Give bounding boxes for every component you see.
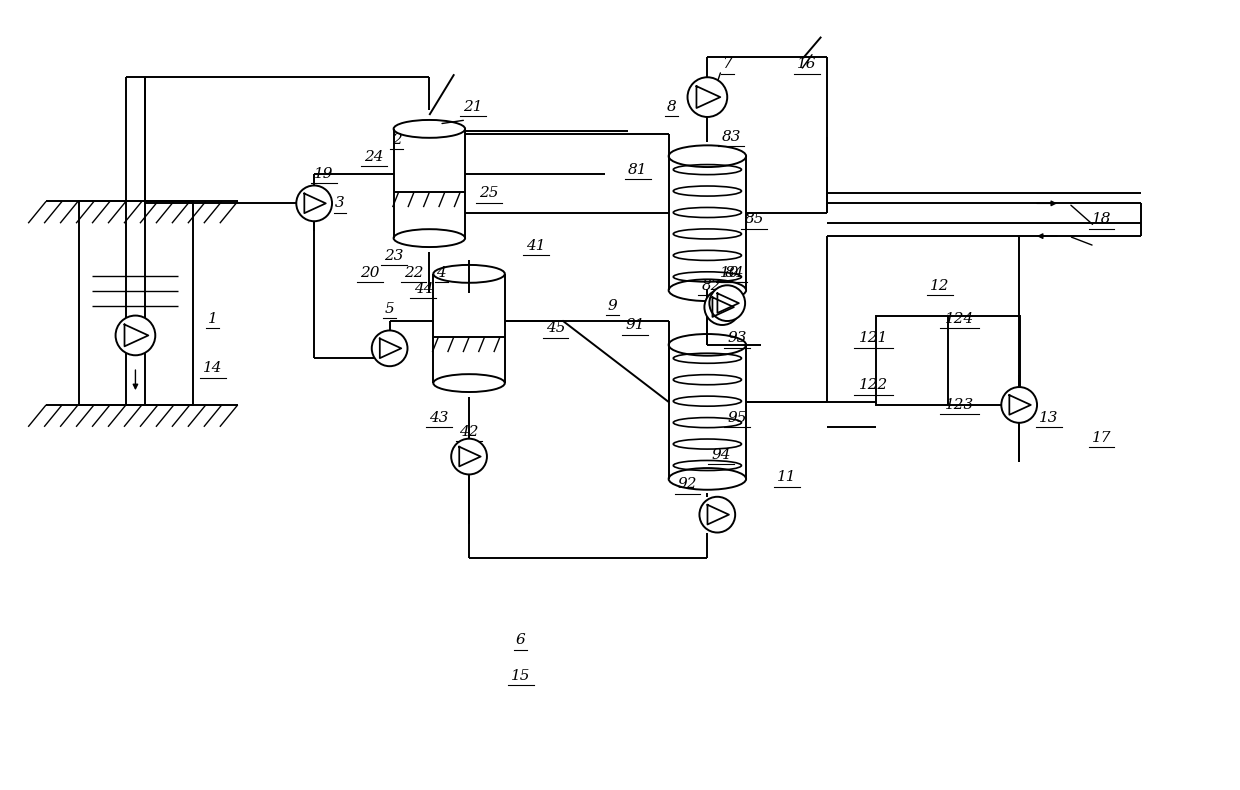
Circle shape [115, 315, 155, 356]
Text: 1: 1 [208, 311, 218, 325]
Text: 94: 94 [712, 448, 732, 461]
Text: 24: 24 [365, 149, 383, 164]
Text: 93: 93 [728, 331, 746, 345]
Text: 18: 18 [1092, 213, 1111, 226]
Circle shape [1001, 387, 1037, 423]
Text: 45: 45 [546, 322, 565, 336]
Circle shape [699, 497, 735, 532]
Bar [875, 315, 1019, 405]
Text: 23: 23 [384, 249, 403, 263]
Circle shape [687, 77, 727, 117]
Text: 15: 15 [511, 669, 531, 683]
Text: 16: 16 [797, 58, 816, 71]
Text: 81: 81 [629, 163, 647, 177]
Text: 95: 95 [728, 411, 746, 425]
Text: 25: 25 [479, 186, 498, 201]
Circle shape [372, 330, 408, 367]
Text: 85: 85 [744, 213, 764, 226]
Text: 42: 42 [459, 425, 479, 438]
Text: 121: 121 [858, 331, 888, 345]
Text: 2: 2 [392, 133, 402, 147]
Text: 10: 10 [719, 266, 739, 280]
Text: 83: 83 [722, 130, 742, 144]
Circle shape [709, 285, 745, 321]
Text: 44: 44 [414, 282, 433, 295]
Text: 122: 122 [858, 378, 888, 392]
Text: 12: 12 [930, 279, 950, 293]
Text: 41: 41 [526, 239, 546, 253]
Text: 20: 20 [360, 266, 379, 280]
Text: 92: 92 [678, 477, 697, 491]
Circle shape [704, 289, 740, 325]
Bar [79, 201, 193, 405]
Text: 19: 19 [315, 167, 334, 181]
Text: 7: 7 [723, 58, 732, 71]
Text: 13: 13 [1039, 411, 1059, 425]
Text: 84: 84 [724, 266, 744, 280]
Text: 6: 6 [516, 634, 526, 647]
Text: 91: 91 [625, 318, 645, 333]
Text: 14: 14 [203, 361, 223, 375]
Text: 123: 123 [945, 398, 975, 412]
Text: 43: 43 [429, 411, 449, 425]
Text: 5: 5 [384, 302, 394, 316]
Circle shape [451, 438, 487, 475]
Text: 3: 3 [335, 197, 345, 210]
Text: 9: 9 [608, 299, 618, 313]
Text: 124: 124 [945, 311, 975, 325]
Text: 22: 22 [404, 266, 423, 280]
Circle shape [296, 186, 332, 221]
Text: 4: 4 [436, 266, 446, 280]
Text: 21: 21 [464, 100, 482, 114]
Text: 17: 17 [1092, 431, 1111, 445]
Text: 8: 8 [667, 100, 677, 114]
Text: 82: 82 [702, 279, 722, 293]
Text: 11: 11 [777, 470, 796, 484]
